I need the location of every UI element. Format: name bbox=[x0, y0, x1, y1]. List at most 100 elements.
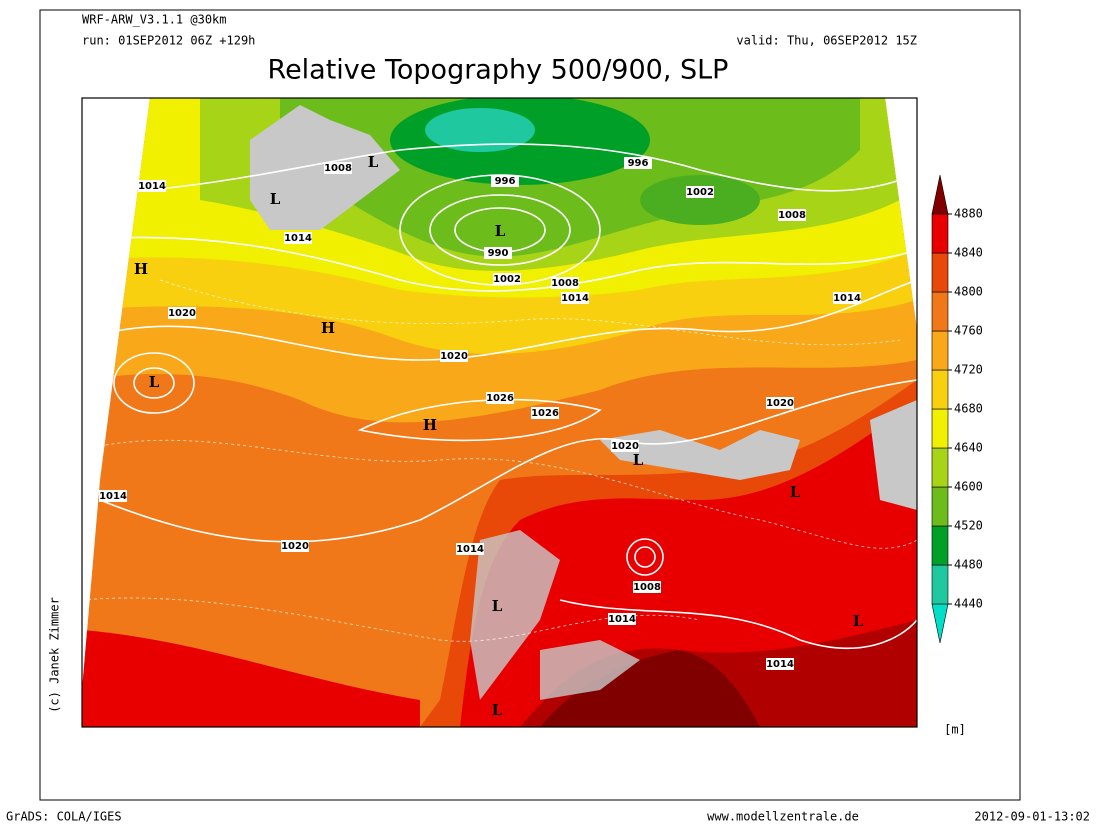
pressure-center: L bbox=[633, 451, 644, 469]
colorbar-tick-label: 4800 bbox=[954, 285, 983, 299]
map-frame bbox=[81, 97, 918, 728]
colorbar-tick-label: 4600 bbox=[954, 480, 983, 494]
colorbar-tick-label: 4640 bbox=[954, 441, 983, 455]
pressure-label: 1026 bbox=[531, 408, 559, 419]
colorbar-box bbox=[931, 291, 949, 332]
colorbar-tick-label: 4680 bbox=[954, 402, 983, 416]
height-contour bbox=[82, 439, 917, 549]
pressure-label: 1008 bbox=[324, 163, 352, 174]
pressure-label-box bbox=[281, 540, 309, 552]
colorbar-box bbox=[931, 252, 949, 293]
colorbar-tick-label: 4880 bbox=[954, 207, 983, 221]
pressure-label-box bbox=[484, 247, 512, 259]
pressure-center: L bbox=[492, 701, 503, 719]
field-band bbox=[540, 650, 760, 727]
website-label: www.modellzentrale.de bbox=[707, 810, 859, 824]
colorbar-tick-label: 4840 bbox=[954, 246, 983, 260]
pressure-center: L bbox=[492, 597, 503, 615]
pressure-label: 1008 bbox=[633, 582, 661, 593]
pressure-label-box bbox=[766, 397, 794, 409]
run-label: run: 01SEP2012 06Z +129h bbox=[82, 34, 255, 48]
pressure-label-box bbox=[324, 162, 352, 174]
pressure-label-box bbox=[531, 407, 559, 419]
colorbar: 4440 4480 4520 4600 4640 4680 4720 4760 4800 4840… bbox=[931, 174, 983, 644]
map-title: Relative Topography 500/900, SLP bbox=[268, 55, 729, 86]
isobar bbox=[634, 546, 656, 568]
pressure-label: 1014 bbox=[284, 233, 312, 244]
colorbar-box bbox=[931, 330, 949, 371]
pressure-label-box bbox=[633, 581, 661, 593]
pressure-label: 1014 bbox=[608, 614, 636, 625]
colorbar-triangle bbox=[931, 174, 949, 215]
model-label: WRF-ARW_V3.1.1 @30km bbox=[82, 13, 227, 27]
outer-frame bbox=[39, 9, 1021, 801]
pressure-label: 1014 bbox=[766, 659, 794, 670]
pressure-center: H bbox=[423, 416, 437, 434]
pressure-label: 1020 bbox=[440, 351, 468, 362]
pressure-label: 996 bbox=[628, 158, 649, 169]
pressure-label: 996 bbox=[495, 176, 516, 187]
pressure-label: 1014 bbox=[99, 491, 127, 502]
timestamp-label: 2012-09-01-13:02 bbox=[974, 810, 1090, 824]
pressure-label: 990 bbox=[488, 248, 509, 259]
pressure-label: 1008 bbox=[778, 210, 806, 221]
pressure-label: 1002 bbox=[493, 274, 521, 285]
isobar bbox=[429, 194, 571, 266]
land-high bbox=[470, 530, 560, 700]
colorbar-tick-label: 4480 bbox=[954, 558, 983, 572]
colorbar-box bbox=[931, 564, 949, 605]
valid-label: valid: Thu, 06SEP2012 15Z bbox=[736, 34, 917, 48]
isobar bbox=[357, 398, 602, 442]
pressure-label: 1020 bbox=[766, 398, 794, 409]
field-low bbox=[425, 108, 535, 152]
colorbar-box bbox=[931, 369, 949, 410]
pressure-label-box bbox=[833, 292, 861, 304]
pressure-label-box bbox=[778, 209, 806, 221]
pressure-label-box bbox=[611, 440, 639, 452]
colorbar-tick-label: 4720 bbox=[954, 363, 983, 377]
pressure-label: 1014 bbox=[456, 544, 484, 555]
pressure-label-box bbox=[491, 175, 519, 187]
pressure-center: L bbox=[495, 222, 506, 240]
isobar bbox=[149, 143, 901, 192]
colorbar-triangle bbox=[931, 603, 949, 644]
pressure-label: 1014 bbox=[561, 293, 589, 304]
pressure-label-box bbox=[561, 292, 589, 304]
field-low bbox=[640, 175, 760, 225]
pressure-label-box bbox=[440, 350, 468, 362]
pressure-label: 1026 bbox=[486, 393, 514, 404]
colorbar-tick-label: 4760 bbox=[954, 324, 983, 338]
pressure-label-box bbox=[138, 180, 166, 192]
pressure-center: L bbox=[149, 373, 160, 391]
pressure-label-box bbox=[551, 277, 579, 289]
colorbar-unit: [m] bbox=[944, 723, 966, 737]
colorbar-box bbox=[931, 525, 949, 566]
colorbar-box bbox=[931, 213, 949, 254]
land-high bbox=[540, 640, 640, 700]
isobar bbox=[99, 379, 917, 543]
pressure-label: 1014 bbox=[833, 293, 861, 304]
pressure-label-box bbox=[766, 658, 794, 670]
colorbar-tick-label: 4440 bbox=[954, 597, 983, 611]
land-high bbox=[600, 430, 800, 480]
pressure-label-box bbox=[456, 543, 484, 555]
pressure-label-box bbox=[493, 273, 521, 285]
software-label: GrADS: COLA/IGES bbox=[6, 810, 122, 824]
field-band bbox=[82, 630, 420, 727]
isobar bbox=[133, 367, 175, 399]
pressure-label-box bbox=[168, 307, 196, 319]
isobar bbox=[626, 538, 664, 576]
pressure-label-box bbox=[624, 157, 652, 169]
pressure-label: 1014 bbox=[138, 181, 166, 192]
height-contour bbox=[82, 597, 701, 642]
pressure-label-box bbox=[486, 392, 514, 404]
map-field bbox=[82, 98, 917, 727]
pressure-label: 1020 bbox=[168, 308, 196, 319]
pressure-label: 1008 bbox=[551, 278, 579, 289]
map-labels: 1008 996 996 1002 1008 1014 1014 990 1002 1008 101… bbox=[99, 153, 864, 719]
land-high bbox=[870, 400, 917, 510]
colorbar-box bbox=[931, 408, 949, 449]
pressure-center: H bbox=[321, 319, 335, 337]
pressure-label: 1002 bbox=[686, 187, 714, 198]
